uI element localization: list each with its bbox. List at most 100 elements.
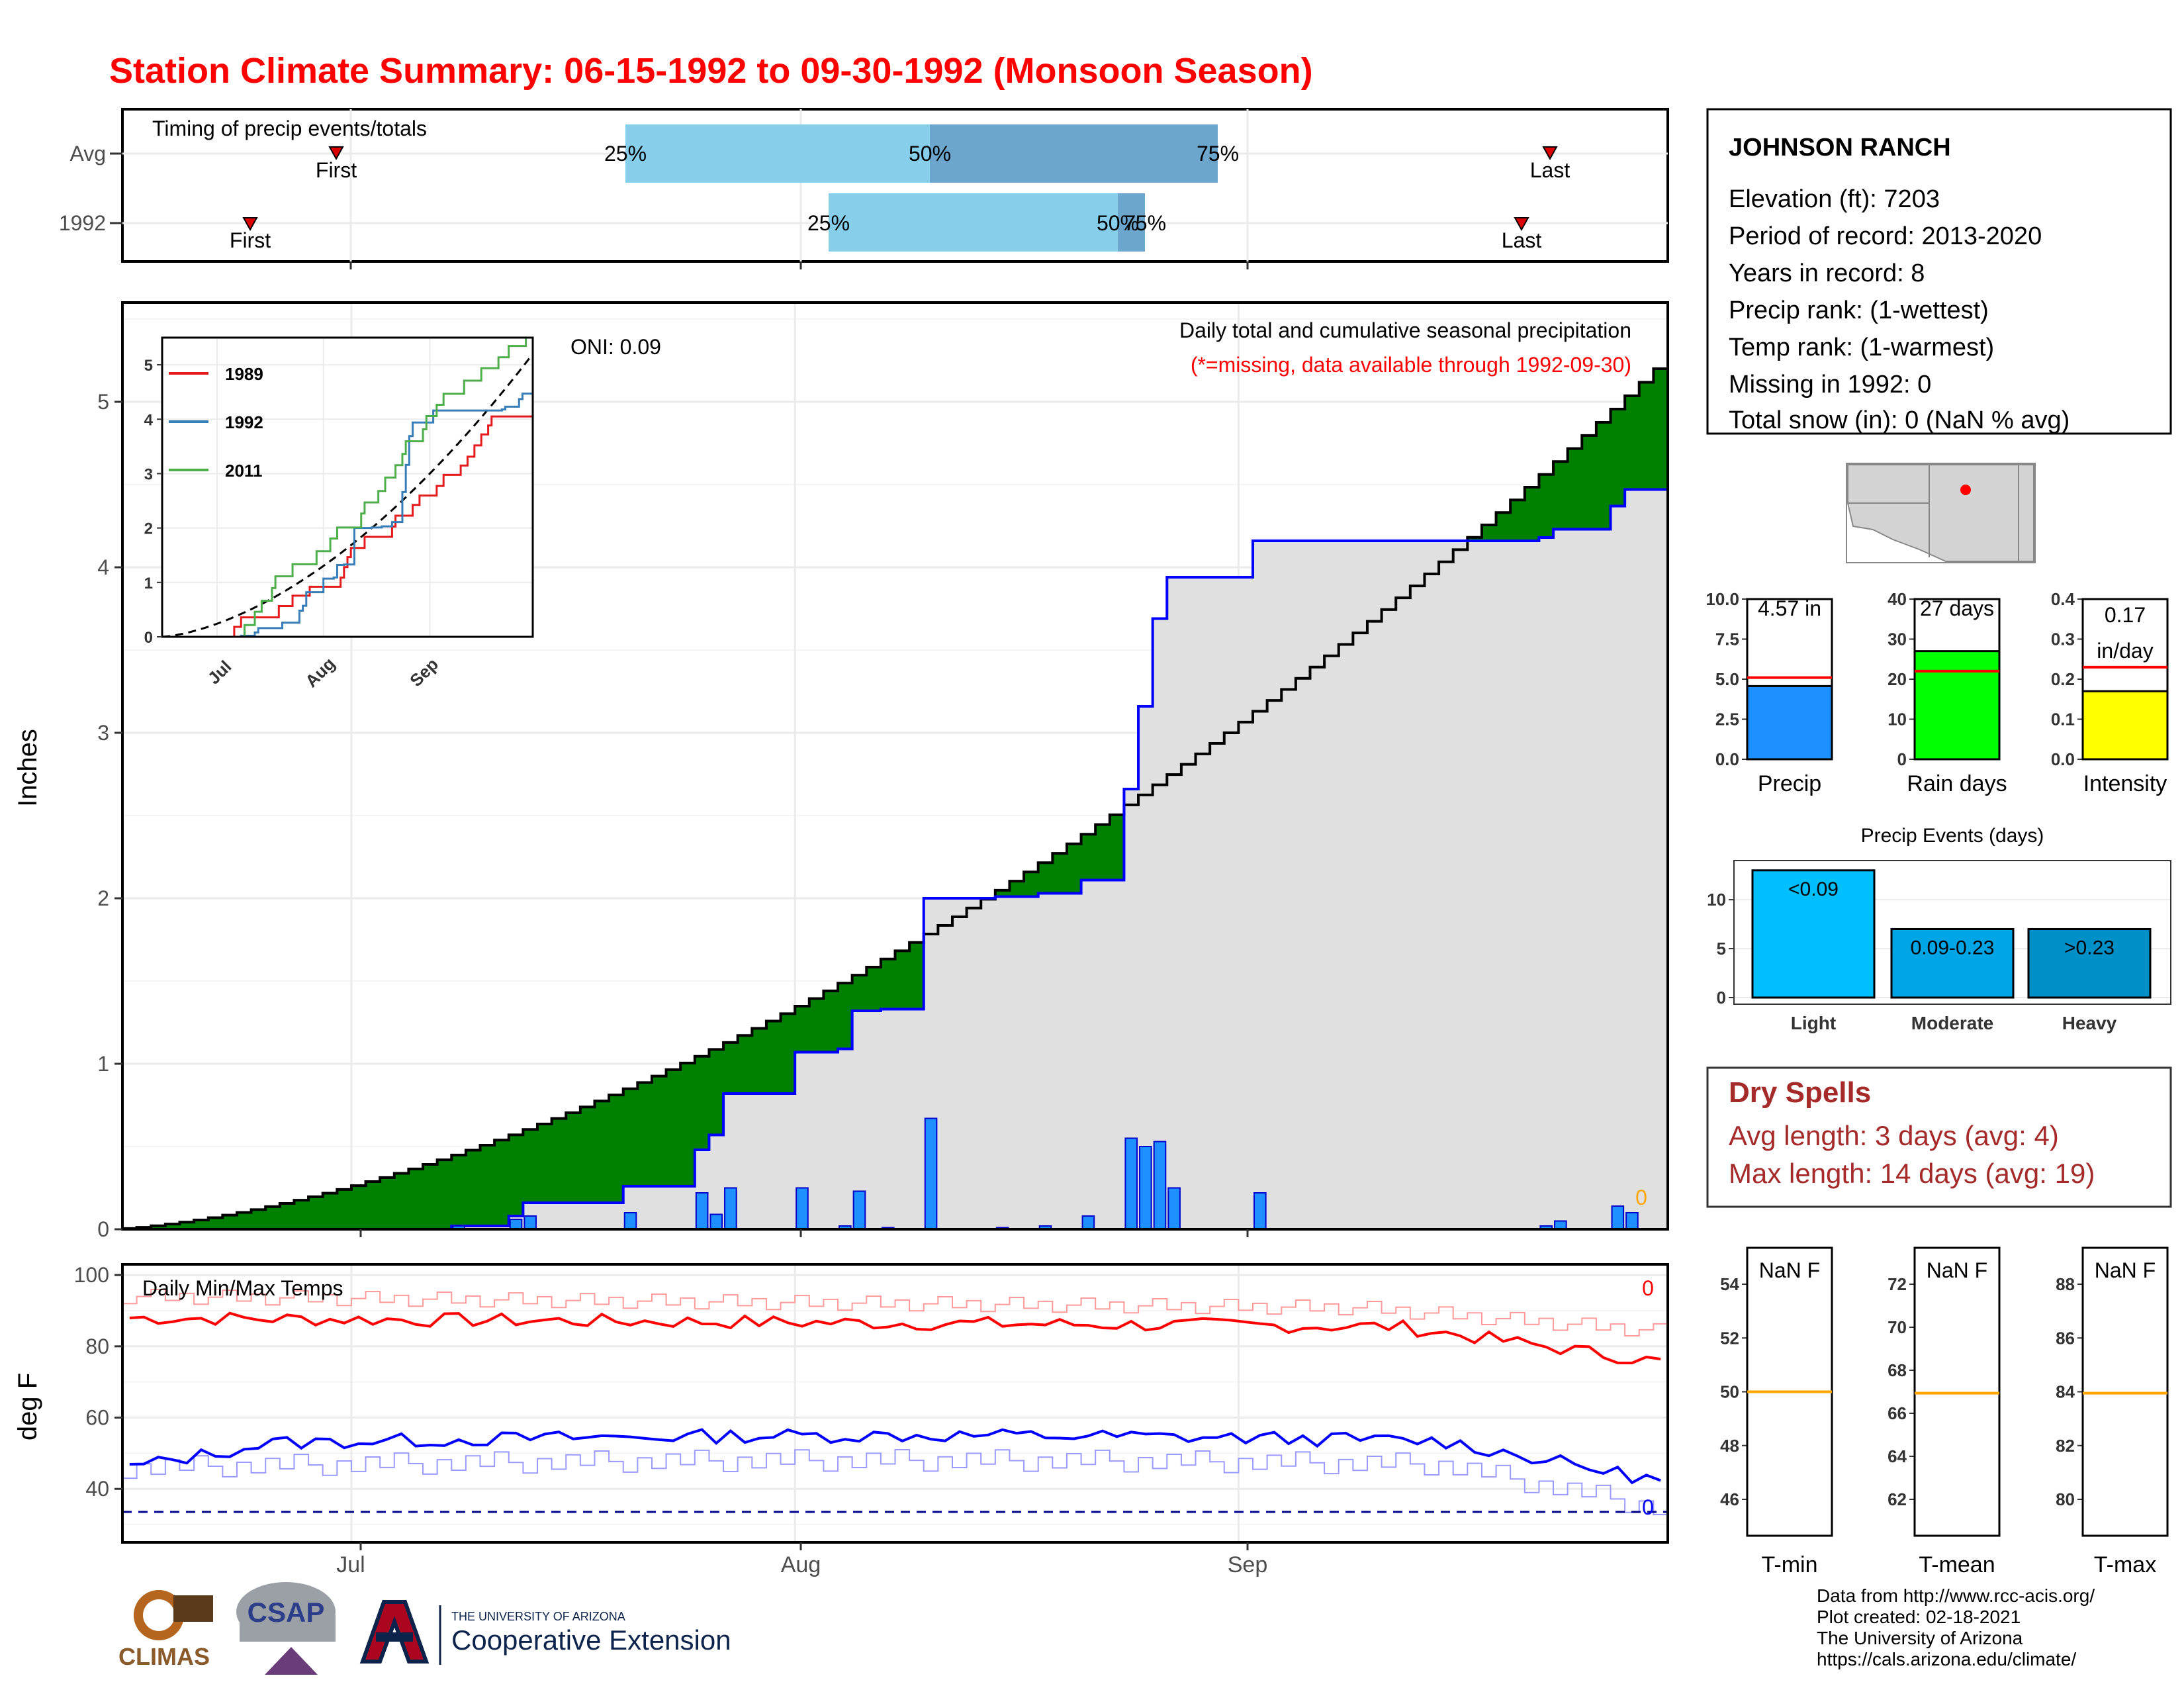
- summary-tick: 0.2: [2051, 669, 2075, 689]
- avg-q50-label: 50%: [909, 142, 951, 165]
- 1992-first-marker: [242, 217, 258, 232]
- footer-university: The University of Arizona: [1817, 1628, 2023, 1648]
- summary-tick: 0: [1897, 749, 1907, 769]
- events-bar-light: [1751, 869, 1876, 999]
- summary-value-text: 27 days: [1920, 596, 1994, 620]
- dry-spells-max: Max length: 14 days (avg: 19): [1729, 1158, 2095, 1189]
- oni-label: ONI: 0.09: [570, 335, 661, 359]
- 1992-quartile-25-50: [829, 193, 1118, 252]
- daily-precip-bar: [1167, 1187, 1181, 1230]
- daily-precip-bar: [1153, 1141, 1167, 1230]
- inset-ytick-2: 2: [144, 520, 153, 538]
- timing-row-avg: Avg: [69, 142, 106, 165]
- temp-box-tick: 54: [1720, 1274, 1739, 1294]
- temp-box-tick: 66: [1888, 1403, 1907, 1423]
- precip-ytick-0: 0: [97, 1217, 109, 1241]
- precip-panel: 0 1 2 3 4 5 Inches ONI: 0.09 Daily total and …: [13, 301, 1669, 1241]
- summary-tick: 0.1: [2051, 710, 2075, 729]
- events-bar-label: Light: [1791, 1013, 1836, 1033]
- daily-precip-bar: [924, 1117, 938, 1230]
- temp-box-tick: 50: [1720, 1382, 1739, 1402]
- summary-value-bar: [1913, 650, 2001, 761]
- summary-label: Precip: [1758, 771, 1821, 796]
- summary-tick: 0.4: [2051, 589, 2075, 609]
- precip-missing-count: 0: [1635, 1186, 1647, 1209]
- summary-tick: 0.3: [2051, 630, 2075, 649]
- summary-tick: 10: [1888, 710, 1907, 729]
- 1992-q50-label: 50%: [1097, 211, 1139, 235]
- precip-missing-note: (*=missing, data available through 1992-…: [1191, 353, 1631, 377]
- daily-precip-bar: [523, 1215, 537, 1230]
- events-bar-text: >0.23: [2064, 937, 2115, 959]
- temp-box-t-mean: 62 64 66 68 70 72 NaN F T-mean: [1888, 1246, 2001, 1577]
- precip-ytick-3: 3: [97, 721, 109, 745]
- events-ytick-0: 0: [1717, 988, 1726, 1008]
- ua-logo-text: THE UNIVERSITY OF ARIZONA: [451, 1610, 625, 1623]
- station-line-snow: Total snow (in): 0 (NaN % avg): [1729, 406, 2070, 434]
- temp-box-tick: 70: [1888, 1317, 1907, 1337]
- dry-spells-title: Dry Spells: [1729, 1076, 1871, 1109]
- tmin-average-step-line: [122, 1449, 1668, 1516]
- temp-box-label: T-mean: [1919, 1552, 1995, 1577]
- precip-ytick-4: 4: [97, 555, 109, 579]
- events-bar-label: Moderate: [1911, 1013, 1993, 1033]
- university-of-arizona-logo: [359, 1600, 430, 1664]
- temp-box-t-min: 46 48 50 52 54 NaN F T-min: [1720, 1246, 1833, 1577]
- events-bar-moderate: [1890, 928, 2015, 999]
- temp-label: Daily Min/Max Temps: [142, 1276, 343, 1300]
- timing-row-1992: 1992: [59, 211, 106, 235]
- station-line-temp-rank: Temp rank: (1-warmest): [1729, 334, 1994, 361]
- temp-box-tick: 88: [2056, 1274, 2075, 1294]
- observed-cumulative-area: [122, 489, 1668, 1229]
- daily-precip-bar: [1124, 1137, 1138, 1230]
- events-bar-text: 0.09-0.23: [1911, 937, 1995, 959]
- footer-plot-created: Plot created: 02-18-2021: [1817, 1607, 2021, 1627]
- temp-box-tick: 86: [2056, 1328, 2075, 1348]
- temp-box-value: NaN F: [1759, 1258, 1820, 1282]
- summary-tick: 20: [1888, 669, 1907, 689]
- events-bar-label: Heavy: [2062, 1013, 2117, 1033]
- station-location-dot: [1960, 485, 1971, 495]
- summary-value-text: 4.57 in: [1758, 596, 1821, 620]
- station-line-years: Years in record: 8: [1729, 259, 1925, 287]
- temp-ytick-100: 100: [74, 1263, 109, 1287]
- station-line-missing: Missing in 1992: 0: [1729, 371, 1931, 399]
- summary-tick: 10.0: [1706, 589, 1739, 609]
- precip-ytick-1: 1: [97, 1052, 109, 1076]
- temp-missing-min: 0: [1642, 1495, 1654, 1519]
- avg-first-marker: [328, 146, 344, 161]
- seasonal-summary-bars: 0.0 2.5 5.0 7.5 10.0 4.57 in Precip 0 10 20 30 40 27…: [1706, 589, 2169, 796]
- daily-precip-bar: [709, 1213, 723, 1230]
- avg-quartile-50-75: [930, 124, 1218, 183]
- summary-value-unit: in/day: [2097, 639, 2153, 663]
- tmax-line: [129, 1311, 1661, 1365]
- summary-tick: 7.5: [1715, 630, 1739, 649]
- temp-missing-max: 0: [1642, 1276, 1654, 1300]
- events-title: Precip Events (days): [1861, 825, 2044, 847]
- summary-tick: 30: [1888, 630, 1907, 649]
- station-line-period: Period of record: 2013-2020: [1729, 222, 2042, 250]
- temp-box-value: NaN F: [2095, 1258, 2156, 1282]
- station-locator-map: [1846, 463, 2036, 563]
- station-line-elevation: Elevation (ft): 7203: [1729, 185, 1940, 213]
- avg-last-label: Last: [1530, 158, 1570, 182]
- daily-precip-bar: [623, 1212, 637, 1230]
- avg-cumulative-step-line: [121, 367, 1668, 1230]
- tmax-average-step-line: [122, 1289, 1668, 1336]
- daily-precip-bar: [1081, 1215, 1095, 1230]
- inset-ytick-1: 1: [144, 575, 153, 592]
- csap-logo: CSAP: [236, 1582, 336, 1675]
- precip-note: Daily total and cumulative seasonal prec…: [1179, 318, 1631, 342]
- temp-box-tick: 48: [1720, 1436, 1739, 1456]
- summary-rain-days: 0 10 20 30 40 27 days Rain days: [1888, 589, 2007, 796]
- temp-ytick-80: 80: [85, 1335, 109, 1358]
- avg-first-label: First: [316, 158, 357, 182]
- climas-logo-text: CLIMAS: [118, 1643, 210, 1670]
- footer-url: https://cals.arizona.edu/climate/: [1817, 1649, 2076, 1669]
- summary-value-text: 0.17: [2105, 603, 2146, 627]
- events-ytick-5: 5: [1717, 939, 1726, 959]
- 1992-quartile-50-75: [1118, 193, 1145, 252]
